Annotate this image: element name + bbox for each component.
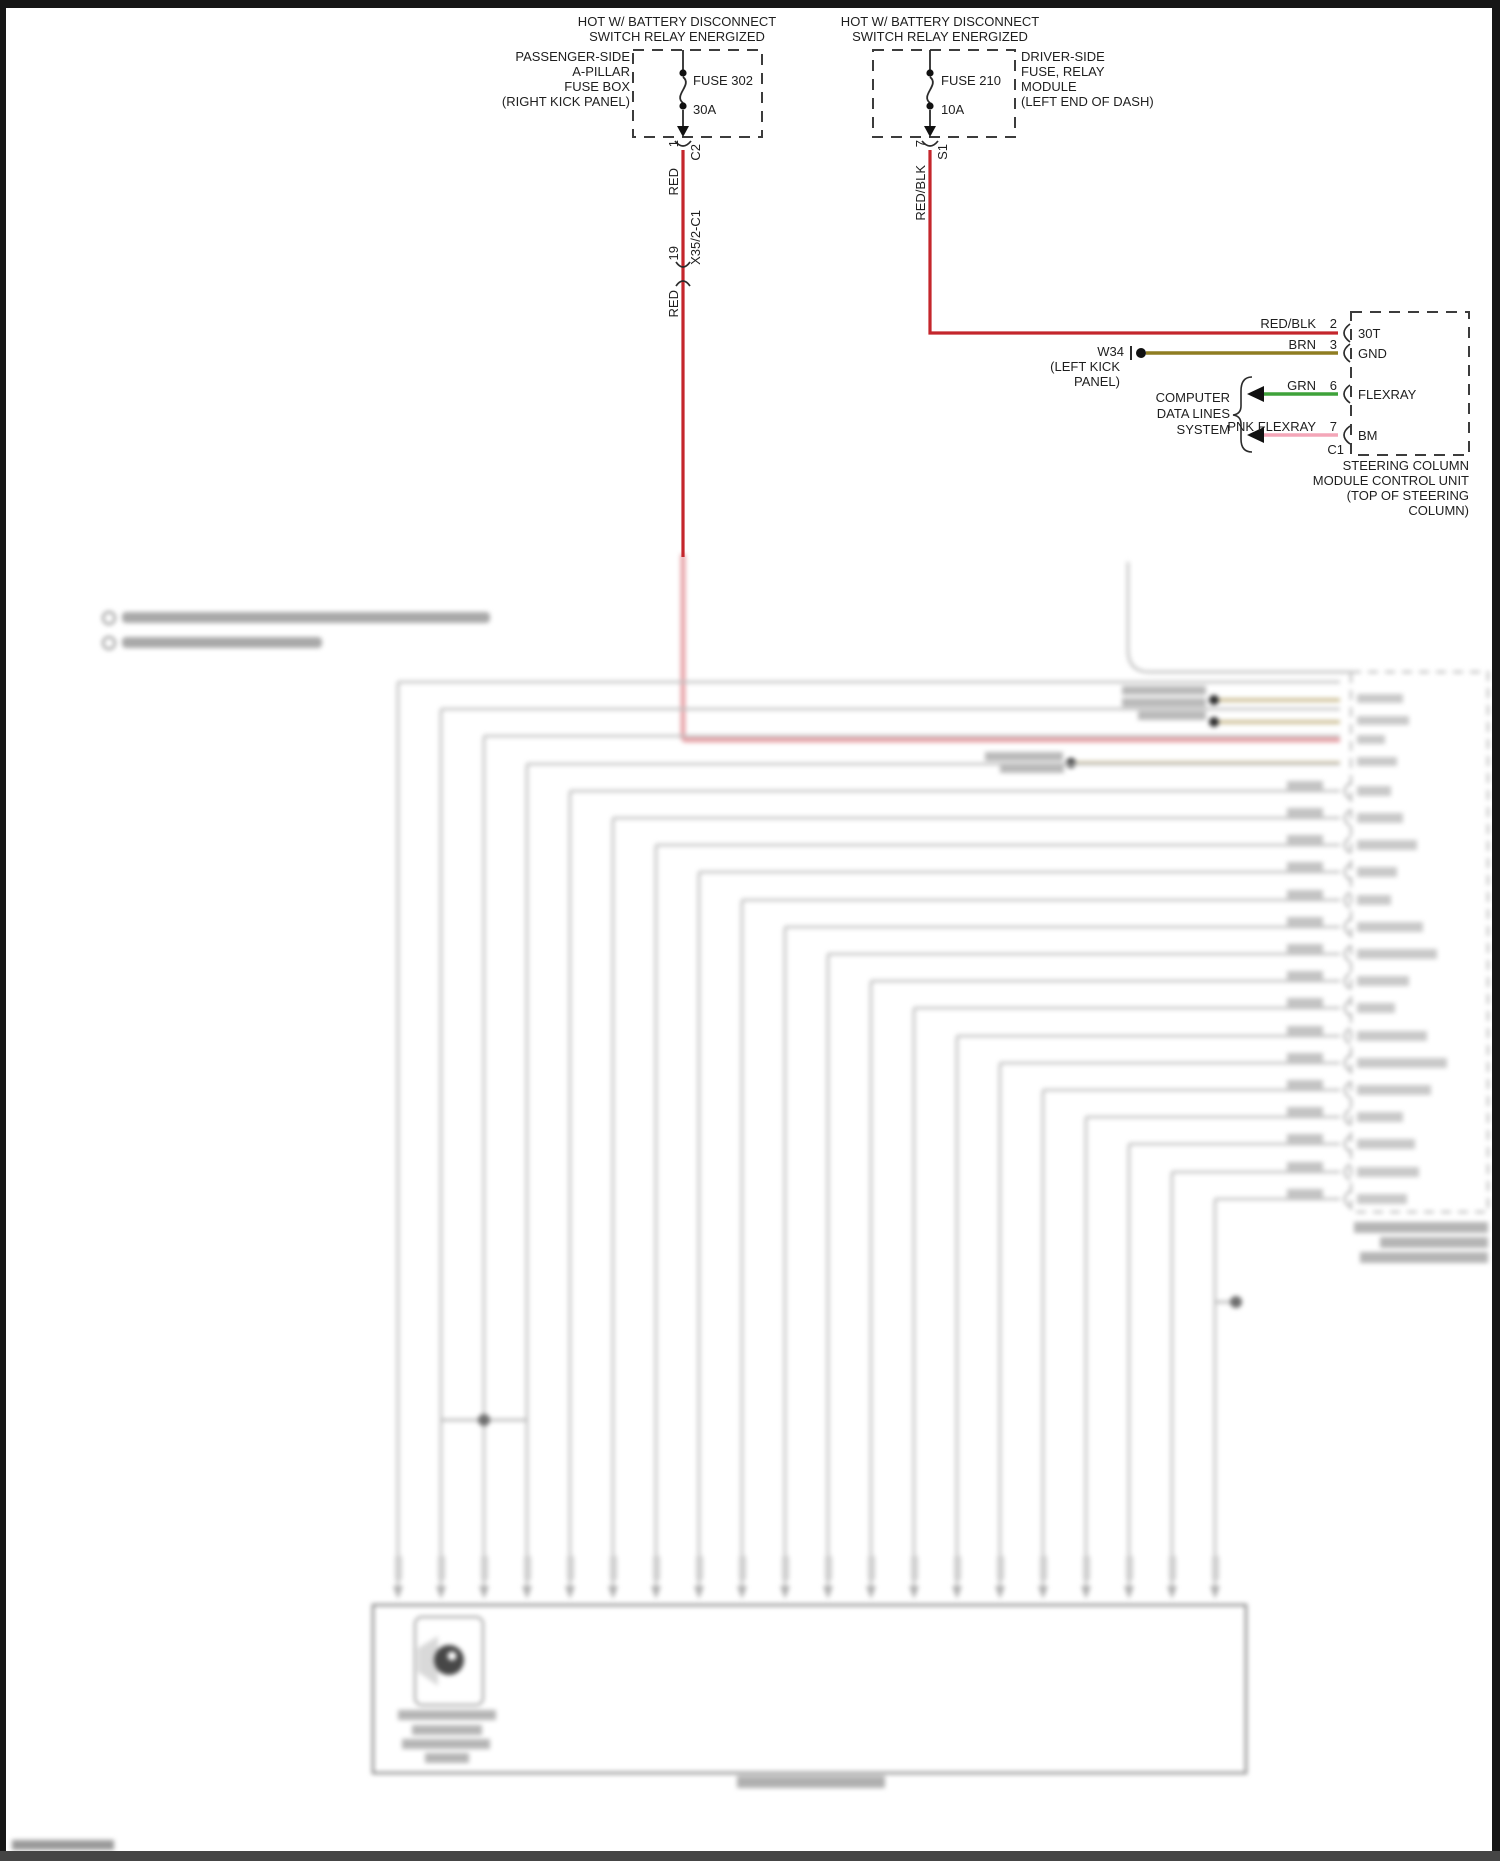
ground-wire-brn bbox=[1130, 346, 1338, 360]
fuse-element bbox=[679, 76, 687, 104]
pin-socket-icon bbox=[1343, 323, 1351, 343]
arrow-left-icon bbox=[1247, 386, 1264, 402]
row-gnd-wire-label: BRN bbox=[1288, 337, 1316, 352]
module-name-line3: (TOP OF STEERING bbox=[1346, 488, 1469, 503]
fusebox2-location-line2: FUSE, RELAY bbox=[1021, 64, 1105, 79]
data-lines-label-line1: COMPUTER bbox=[1155, 390, 1230, 405]
row-30t-pin: 2 bbox=[1329, 316, 1337, 331]
pin-socket-icon bbox=[1343, 343, 1351, 363]
ground-location-line1: (LEFT KICK bbox=[1050, 359, 1120, 374]
footnote-lines bbox=[102, 611, 490, 650]
watermark-bar bbox=[12, 1840, 114, 1850]
row-30t-wire-label: RED/BLK bbox=[1260, 316, 1316, 331]
inline-pin-label: 19 bbox=[666, 246, 681, 261]
connector-socket-icon bbox=[921, 140, 939, 147]
row-flexray-wire-label: GRN bbox=[1287, 378, 1316, 393]
data-lines-label-line3: SYSTEM bbox=[1176, 422, 1230, 437]
fusebox1-location-line2: A-PILLAR bbox=[572, 64, 630, 79]
ground-w34-label: W34 bbox=[1097, 344, 1124, 359]
ignition-switch-symbol bbox=[434, 1645, 464, 1675]
connector-s1-label: S1 bbox=[935, 144, 950, 160]
fuse-terminal-dot bbox=[926, 102, 934, 110]
connector-socket-icon bbox=[674, 140, 692, 147]
flexray-wire-grn bbox=[1247, 386, 1338, 402]
wire-cascade bbox=[393, 680, 1447, 1599]
fusebox1-location-line3: FUSE BOX bbox=[564, 79, 630, 94]
lower-module-outline bbox=[1350, 671, 1489, 1213]
frame-right bbox=[1492, 0, 1500, 1861]
frame-bottom bbox=[0, 1851, 1500, 1861]
pin-socket-icon bbox=[1343, 425, 1351, 445]
switch-wedge bbox=[418, 1636, 438, 1686]
hot-label-1-line1: HOT W/ BATTERY DISCONNECT bbox=[577, 14, 777, 29]
module-connector-c1-label: C1 bbox=[1327, 442, 1344, 457]
data-lines-brace-icon bbox=[1232, 376, 1253, 453]
data-lines-label-line2: DATA LINES bbox=[1156, 406, 1230, 421]
row-bm-terminal: BM bbox=[1358, 428, 1378, 443]
wire-color-red-label-b: RED bbox=[666, 290, 681, 318]
fusebox2-location-line1: DRIVER-SIDE bbox=[1021, 49, 1105, 64]
fuse1-name: FUSE 302 bbox=[693, 73, 753, 88]
fuse-element bbox=[926, 76, 934, 104]
arrow-down-icon bbox=[924, 126, 936, 137]
blurred-splices bbox=[441, 1296, 1242, 1426]
fuse-terminal-dot bbox=[679, 102, 687, 110]
steering-module-box bbox=[1343, 311, 1470, 456]
hot-label-2-line2: SWITCH RELAY ENERGIZED bbox=[852, 29, 1028, 44]
fusebox2-location-line4: (LEFT END OF DASH) bbox=[1021, 94, 1154, 109]
lower-module-name-block bbox=[1354, 1222, 1488, 1263]
arrow-down-icon bbox=[677, 126, 689, 137]
row-bm-wire-label: PNK FLEXRAY bbox=[1227, 419, 1316, 434]
inline-connector-symbol bbox=[675, 261, 691, 287]
fusebox2-location-line3: MODULE bbox=[1021, 79, 1077, 94]
pin-socket-icon bbox=[1343, 384, 1351, 404]
wire-color-red-label-a: RED bbox=[666, 168, 681, 196]
ground-location-line2: PANEL) bbox=[1074, 374, 1120, 389]
row-flexray-pin: 6 bbox=[1329, 378, 1337, 393]
module-name-line4: COLUMN) bbox=[1408, 503, 1469, 518]
frame-left bbox=[0, 0, 6, 1861]
wire-color-redblk-label: RED/BLK bbox=[913, 165, 928, 221]
hot-label-2-line1: HOT W/ BATTERY DISCONNECT bbox=[840, 14, 1040, 29]
module-name-line2: MODULE CONTROL UNIT bbox=[1312, 473, 1469, 488]
module-name-line1: STEERING COLUMN bbox=[1342, 458, 1469, 473]
blurred-link-wire bbox=[1126, 562, 1351, 674]
fuse-box-2 bbox=[872, 49, 1016, 147]
fuse2-name: FUSE 210 bbox=[941, 73, 1001, 88]
pin1-label: 1 bbox=[666, 140, 681, 148]
inline-connector-label: X35/2-C1 bbox=[688, 210, 703, 265]
fusebox1-location-line4: (RIGHT KICK PANEL) bbox=[501, 94, 630, 109]
flexray-wire-pnk bbox=[1247, 427, 1338, 443]
fuse-box-1 bbox=[632, 49, 763, 147]
frame-top bbox=[0, 0, 1500, 8]
pin7-label: 7 bbox=[913, 140, 928, 148]
row-bm-pin: 7 bbox=[1329, 419, 1337, 434]
hot-label-1-line2: SWITCH RELAY ENERGIZED bbox=[589, 29, 765, 44]
ground-junction-dot bbox=[1136, 348, 1146, 358]
row-gnd-pin: 3 bbox=[1329, 337, 1337, 352]
row-gnd-terminal: GND bbox=[1358, 346, 1387, 361]
row-flexray-terminal: FLEXRAY bbox=[1358, 387, 1417, 402]
row-30t-terminal: 30T bbox=[1358, 326, 1381, 341]
fusebox1-location-line1: PASSENGER-SIDE bbox=[515, 49, 630, 64]
red-blk-feed-wire bbox=[928, 150, 1338, 335]
fuse-terminal-dot bbox=[926, 69, 934, 77]
arrow-left-icon bbox=[1247, 427, 1264, 443]
bottom-caption-bar bbox=[737, 1776, 885, 1788]
bottom-component-box bbox=[371, 1603, 1248, 1775]
fuse1-rating: 30A bbox=[693, 102, 717, 117]
fuse2-rating: 10A bbox=[941, 102, 965, 117]
connector-c2-label: C2 bbox=[688, 144, 703, 161]
fuse-terminal-dot bbox=[679, 69, 687, 77]
